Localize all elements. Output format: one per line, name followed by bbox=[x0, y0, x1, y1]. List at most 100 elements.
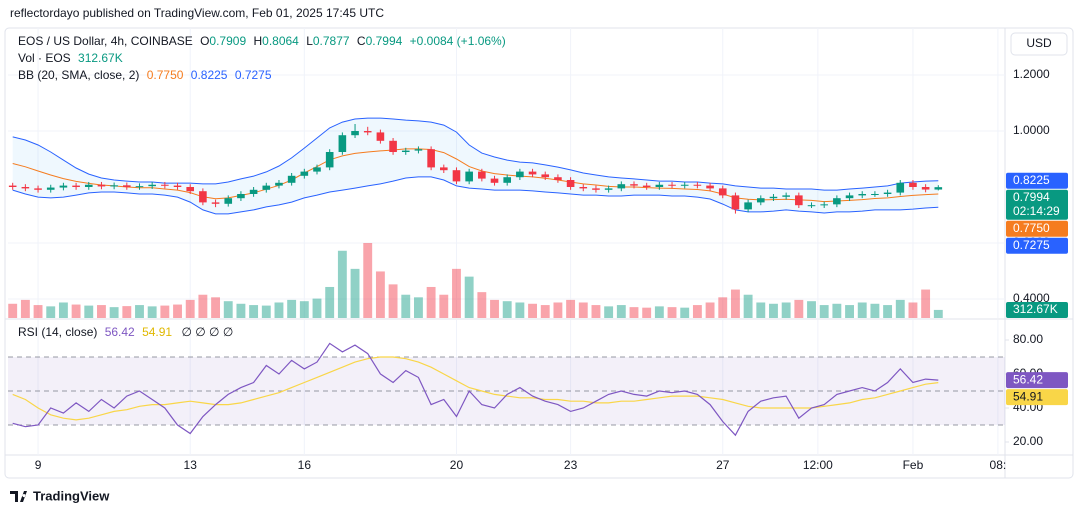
volume-bar bbox=[71, 304, 81, 318]
x-tick-label: 13 bbox=[184, 458, 198, 472]
close-value: 0.7994 bbox=[366, 34, 403, 48]
volume-bar bbox=[84, 305, 94, 318]
volume-bar bbox=[502, 301, 512, 318]
candle-body bbox=[934, 187, 943, 190]
candle-body bbox=[351, 131, 359, 136]
candle-body bbox=[795, 195, 803, 206]
volume-bar bbox=[819, 305, 829, 318]
volume-bar bbox=[883, 305, 893, 318]
volume-bar bbox=[908, 302, 918, 318]
volume-bar bbox=[857, 302, 867, 318]
candle-body bbox=[84, 184, 93, 187]
candle-body bbox=[173, 185, 182, 187]
volume-bar bbox=[198, 294, 208, 318]
last-price-badge bbox=[1006, 189, 1068, 220]
candle-body bbox=[338, 135, 347, 153]
rsi-tick-label: 80.00 bbox=[1013, 332, 1043, 346]
rsi-ma-badge-label: 54.91 bbox=[1013, 389, 1043, 403]
candle-body bbox=[769, 196, 778, 199]
candle-body bbox=[541, 174, 550, 178]
candle-body bbox=[554, 177, 562, 180]
rsi-extra: ∅ ∅ ∅ ∅ bbox=[181, 325, 233, 339]
logo-mark bbox=[10, 491, 27, 502]
symbol-title: EOS / US Dollar, 4h, COINBASE bbox=[18, 34, 193, 48]
volume-bar bbox=[464, 276, 474, 318]
volume-badge bbox=[1006, 302, 1068, 318]
candle-body bbox=[744, 202, 752, 210]
candle-body bbox=[490, 178, 499, 183]
candle-body bbox=[8, 185, 17, 187]
candle-body bbox=[579, 186, 588, 189]
volume-bar bbox=[325, 286, 335, 318]
rsi-legend: RSI (14, close) 56.42 54.91 ∅ ∅ ∅ ∅ bbox=[18, 325, 233, 339]
candle-body bbox=[211, 202, 220, 204]
volume-bar bbox=[604, 306, 614, 318]
candle-body bbox=[528, 171, 537, 175]
candle-body bbox=[478, 171, 486, 179]
candle-body bbox=[845, 195, 854, 199]
bb-lower-line bbox=[12, 176, 939, 215]
volume-bar bbox=[173, 304, 182, 318]
x-tick-label: 9 bbox=[35, 458, 42, 472]
volume-bar bbox=[337, 250, 347, 318]
candle-body bbox=[363, 131, 372, 133]
volume-badge-label: 312.67K bbox=[1013, 302, 1058, 316]
candle-body bbox=[135, 186, 144, 188]
volume-bar bbox=[261, 305, 271, 318]
candle-body bbox=[782, 195, 790, 197]
candle-body bbox=[680, 184, 689, 186]
candle-body bbox=[858, 193, 867, 196]
volume-bar bbox=[654, 306, 664, 318]
volume-bar bbox=[211, 297, 221, 318]
rsi-tick-label: 20.00 bbox=[1013, 434, 1043, 448]
candle-body bbox=[46, 187, 55, 190]
bb-legend: BB (20, SMA, close, 2) 0.7750 0.8225 0.7… bbox=[18, 68, 272, 82]
volume-bar bbox=[591, 305, 601, 318]
volume-bar bbox=[566, 299, 576, 318]
volume-bar bbox=[414, 297, 423, 318]
volume-bar bbox=[236, 303, 246, 318]
high-letter: H bbox=[253, 34, 262, 48]
bb-upper-value: 0.8225 bbox=[191, 68, 228, 82]
candle-body bbox=[123, 185, 131, 187]
currency-box[interactable] bbox=[1010, 32, 1068, 56]
volume-bar bbox=[160, 305, 170, 318]
volume-bar bbox=[97, 305, 106, 318]
candle-body bbox=[820, 204, 828, 206]
last-price-badge-label: 0.7994 bbox=[1013, 190, 1050, 204]
volume-bar bbox=[452, 268, 461, 318]
y-tick-label: 0.4000 bbox=[1013, 291, 1050, 305]
candle-body bbox=[249, 189, 258, 194]
candle-body bbox=[262, 185, 271, 190]
bb-lower-badge-label: 0.7275 bbox=[1013, 238, 1050, 252]
x-tick-label: 23 bbox=[564, 458, 578, 472]
candle-body bbox=[807, 205, 816, 207]
bb-fill bbox=[12, 118, 939, 214]
x-tick-label: 27 bbox=[716, 458, 730, 472]
low-value: 0.7877 bbox=[313, 34, 350, 48]
candle-body bbox=[161, 184, 169, 186]
volume-bar bbox=[388, 284, 398, 318]
volume-bar bbox=[616, 305, 626, 318]
candle-body bbox=[718, 188, 727, 196]
volume-bar bbox=[730, 289, 740, 318]
volume-bar bbox=[58, 302, 68, 318]
candle-body bbox=[224, 198, 233, 204]
volume-bar bbox=[832, 303, 842, 318]
brand-logo bbox=[10, 491, 27, 502]
candle-body bbox=[439, 167, 448, 171]
y-tick-label: 1.2000 bbox=[1013, 67, 1050, 81]
volume-bar bbox=[718, 297, 728, 318]
candle-body bbox=[668, 184, 676, 186]
bb-title: BB (20, SMA, close, 2) bbox=[18, 68, 139, 82]
volume-bar bbox=[781, 302, 791, 318]
volume-legend: Vol · EOS 312.67K bbox=[18, 51, 123, 65]
candle-body bbox=[148, 184, 156, 187]
rsi-badge-label: 56.42 bbox=[1013, 372, 1043, 386]
volume-bar bbox=[109, 307, 119, 318]
volume-bar bbox=[680, 307, 690, 318]
volume-bar bbox=[933, 309, 943, 318]
volume-bar bbox=[490, 299, 499, 318]
volume-bar bbox=[363, 243, 373, 318]
currency-label[interactable]: USD bbox=[1026, 36, 1052, 50]
